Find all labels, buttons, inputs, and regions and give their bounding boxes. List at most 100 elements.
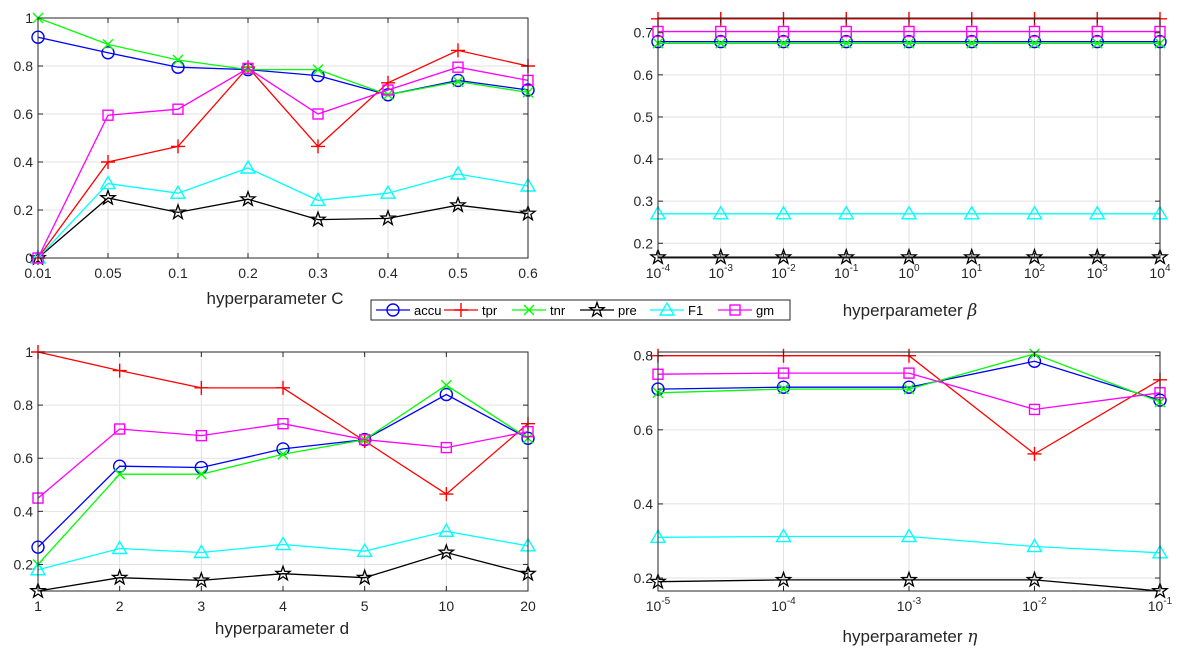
y-tick-label: 0.8 (14, 397, 34, 413)
series-line-pre (37, 551, 529, 592)
x-tick-label: 10-5 (646, 596, 671, 614)
point-F1 (99, 175, 117, 190)
point-gm (102, 109, 114, 121)
x-tick-exponent: 3 (1102, 263, 1108, 274)
x-tick-label: 10-1 (1148, 596, 1173, 614)
point-tnr (440, 379, 452, 391)
point-tnr (778, 383, 789, 395)
y-tick-label: 0.4 (634, 151, 654, 167)
series-line-F1 (37, 167, 529, 259)
point-gm (277, 418, 289, 430)
x-tick-exponent: 2 (1040, 263, 1046, 274)
y-tick-label: 0 (25, 250, 33, 266)
point-accu (965, 34, 979, 49)
point-pre (98, 188, 118, 206)
point-F1 (438, 522, 455, 537)
point-F1 (712, 205, 729, 220)
legend-item-gm: gm (718, 303, 774, 318)
y-tick-label: 0.6 (14, 106, 34, 122)
point-pre (273, 564, 293, 582)
point-accu (714, 34, 728, 49)
point-gm (1028, 25, 1041, 38)
x-tick-label: 100 (898, 263, 920, 281)
x-axis-label-symbol: η (967, 627, 978, 647)
x-tick-label: 10-4 (646, 263, 671, 281)
point-F1 (775, 528, 792, 543)
point-gm (903, 25, 915, 38)
point-tnr (715, 37, 727, 49)
point-accu (101, 46, 115, 60)
point-tpr (112, 363, 127, 378)
series-line-gm (657, 372, 1161, 411)
series-line-gm (37, 66, 529, 259)
point-pre (648, 247, 668, 265)
y-tick-label: 0.4 (634, 496, 654, 512)
legend-label: gm (756, 303, 774, 318)
axes-box (37, 17, 529, 259)
point-gm (312, 108, 324, 120)
point-F1 (900, 528, 918, 543)
point-pre (962, 247, 981, 265)
y-tick-label: 0.5 (634, 109, 654, 125)
chart-C: 0.01 0.05 0.1 0.2 0.3 0.4 0.5 0.6 0 0.2 0.4 0.6 0.8 1… (14, 10, 538, 308)
point-tnr (312, 64, 324, 76)
x-tick-exponent: -2 (1038, 596, 1047, 607)
point-pre (308, 210, 328, 228)
x-tick-label: 10-3 (897, 596, 922, 614)
point-accu (171, 60, 185, 74)
point-tpr (276, 380, 290, 395)
point-F1 (169, 184, 187, 199)
legend-label: pre (618, 303, 637, 318)
point-tnr (1091, 37, 1103, 49)
x-tick-label: 102 (1024, 263, 1046, 281)
point-pre (711, 247, 730, 265)
point-tpr (194, 380, 209, 395)
x-tick-exponent: -3 (912, 596, 921, 607)
point-F1 (449, 165, 467, 180)
point-gm (382, 84, 394, 96)
point-tnr (903, 383, 915, 395)
point-tnr (452, 76, 464, 88)
point-gm (1028, 403, 1041, 416)
point-pre (28, 581, 48, 599)
x-tick-label: 104 (1149, 263, 1171, 281)
legend-item-accu: accu (376, 303, 441, 318)
point-accu (902, 34, 916, 49)
point-F1 (111, 540, 128, 555)
x-tick-exponent: 1 (977, 263, 983, 274)
point-accu (1027, 34, 1042, 49)
y-tick-label: 0.8 (14, 58, 34, 74)
series-line-accu (37, 36, 529, 96)
series-line-pre (37, 197, 529, 259)
x-tick-label: 10-3 (709, 263, 734, 281)
x-axis-label-text: hyperparameter (843, 627, 968, 646)
point-gm (715, 25, 727, 38)
x-tick-exponent: -4 (787, 596, 796, 607)
series-line-tpr (37, 49, 529, 259)
x-tick-exponent: -1 (1163, 596, 1172, 607)
point-F1 (379, 184, 397, 199)
series-line-F1 (657, 535, 1161, 554)
point-F1 (356, 542, 373, 557)
point-accu (776, 380, 791, 394)
point-gm (242, 62, 254, 75)
point-F1 (1026, 538, 1043, 553)
x-axis-label: hyperparameter β (843, 301, 978, 321)
point-tnr (114, 468, 126, 480)
point-gm (358, 433, 371, 446)
point-accu (776, 34, 791, 49)
x-tick-exponent: -3 (724, 263, 733, 274)
x-tick-label: 10 (439, 598, 455, 614)
point-accu (451, 73, 465, 88)
x-tick-label: 0.2 (238, 265, 258, 281)
legend-marker (658, 301, 676, 316)
y-tick-label: 1 (25, 10, 33, 26)
point-F1 (775, 205, 792, 220)
x-tick-label: 0.1 (168, 265, 188, 281)
legend-label: tpr (482, 303, 498, 318)
x-axis-label: hyperparameter η (843, 627, 979, 647)
point-F1 (1089, 205, 1106, 220)
point-pre (899, 570, 919, 588)
x-tick-label: 10-4 (771, 596, 796, 614)
